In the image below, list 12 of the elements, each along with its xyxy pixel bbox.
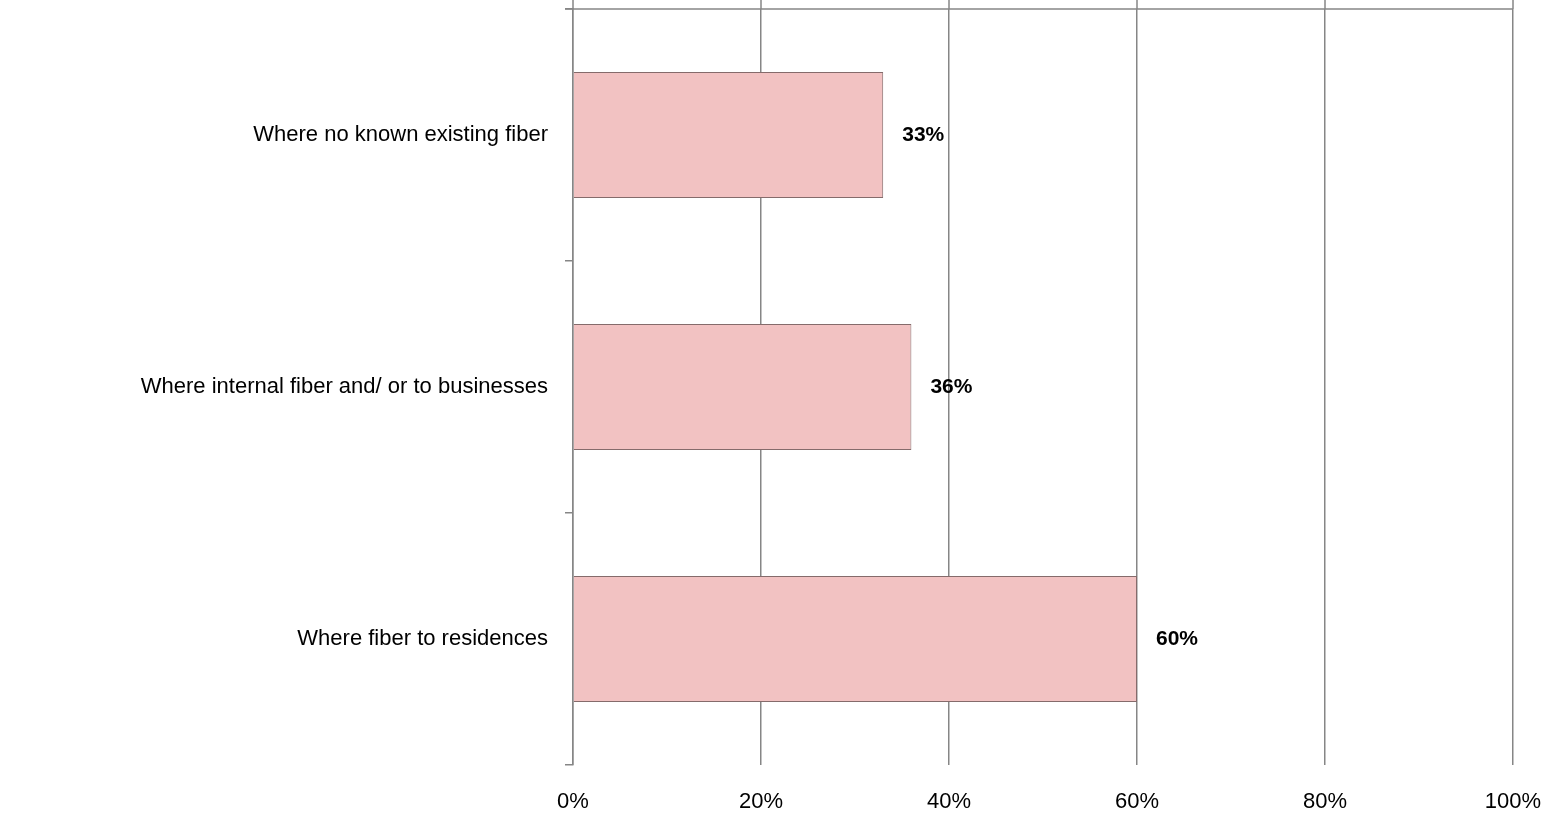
data-label: 60%: [1156, 625, 1199, 649]
x-tick-label: 0%: [557, 788, 589, 814]
x-tick-label: 40%: [926, 788, 972, 814]
data-label: 33%: [902, 121, 945, 145]
x-tick-label: 80%: [1302, 788, 1348, 814]
x-tick-label: 20%: [738, 788, 784, 814]
x-tick-label: 100%: [1484, 788, 1542, 814]
y-tick-label: Where fiber to residences: [297, 625, 548, 651]
data-label: 36%: [930, 373, 973, 397]
y-tick-label: Where internal fiber and/ or to businesses: [140, 373, 548, 399]
x-tick-label: 60%: [1114, 788, 1160, 814]
y-tick-label: Where no known existing fiber: [253, 121, 548, 147]
